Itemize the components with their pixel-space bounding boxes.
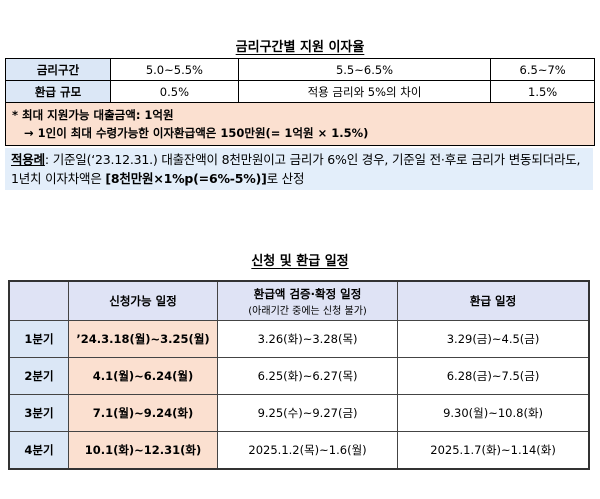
header-note: (아래기간 중에는 신청 불가) <box>248 305 367 317</box>
note-line: → 1인이 최대 수령가능한 이자환급액은 150만원(= 1억원 × 1.5%… <box>24 126 369 140</box>
cell: 10.1(화)~12.31(화) <box>68 431 218 470</box>
example-highlight: [8천만원×1%p(=6%-5%)] <box>105 171 267 186</box>
rate-table: 금리구간 5.0~5.5% 5.5~6.5% 6.5~7% 환급 규모 0.5% 적용 금리… <box>5 58 595 146</box>
row-label: 환급 규모 <box>5 80 111 103</box>
cell: 3.26(화)~3.28(목) <box>216 320 399 358</box>
header-row: 신청가능 일정 환급액 검증·확정 일정 (아래기간 중에는 신청 불가) 환급 일정 <box>8 280 590 321</box>
cell: 9.30(월)~10.8(화) <box>397 394 590 432</box>
cell: 1.5% <box>490 80 595 103</box>
cell: 2025.1.7(화)~1.14(화) <box>397 431 590 470</box>
example-box: 적용례: 기준일(‘23.12.31.) 대출잔액이 8천만원이고 금리가 6%… <box>5 148 593 190</box>
cell: 3.29(금)~4.5(금) <box>397 320 590 358</box>
cell: 6.25(화)~6.27(목) <box>216 357 399 395</box>
table-row: 2분기 4.1(월)~6.24(월) 6.25(화)~6.27(목) 6.28(금)~… <box>8 357 590 395</box>
row-label: 3분기 <box>8 394 69 432</box>
note-line: * 최대 지원가능 대출금액: 1억원 <box>12 108 174 122</box>
header-cell <box>8 280 69 321</box>
cell: 9.25(수)~9.27(금) <box>216 394 399 432</box>
row-label: 금리구간 <box>5 58 111 81</box>
schedule-table: 신청가능 일정 환급액 검증·확정 일정 (아래기간 중에는 신청 불가) 환급 일정… <box>8 280 590 470</box>
cell: 5.0~5.5% <box>110 58 239 81</box>
cell: 5.5~6.5% <box>237 58 492 81</box>
cell: 6.5~7% <box>490 58 595 81</box>
section-title: 금리구간별 지원 이자율 <box>235 40 365 55</box>
table-row: 환급 규모 0.5% 적용 금리와 5%의 차이 1.5% <box>5 80 595 103</box>
example-text: : 기준일(‘23.12.31.) 대출잔액이 8천만원이고 금리가 6%인 경… <box>11 152 581 186</box>
row-label: 2분기 <box>8 357 69 395</box>
example-tail: 로 산정 <box>266 171 305 186</box>
cell: 적용 금리와 5%의 차이 <box>237 80 492 103</box>
header-cell: 환급액 검증·확정 일정 (아래기간 중에는 신청 불가) <box>216 280 399 321</box>
row-label: 4분기 <box>8 431 69 470</box>
cell: 2025.1.2(목)~1.6(월) <box>216 431 399 470</box>
header-cell: 신청가능 일정 <box>68 280 218 321</box>
row-label: 1분기 <box>8 320 69 358</box>
cell: 4.1(월)~6.24(월) <box>68 357 218 395</box>
cell: ’24.3.18(월)~3.25(월) <box>68 320 218 358</box>
table-row: 3분기 7.1(월)~9.24(화) 9.25(수)~9.27(금) 9.30(월)~… <box>8 394 590 432</box>
cell: 0.5% <box>110 80 239 103</box>
section-title: 신청 및 환급 일정 <box>251 254 349 269</box>
table-row: * 최대 지원가능 대출금액: 1억원 → 1인이 최대 수령가능한 이자환급액은… <box>5 102 595 146</box>
example-label: 적용례 <box>11 152 45 167</box>
cell: 6.28(금)~7.5(금) <box>397 357 590 395</box>
table-row: 4분기 10.1(화)~12.31(화) 2025.1.2(목)~1.6(월) 202… <box>8 431 590 470</box>
note-cell: * 최대 지원가능 대출금액: 1억원 → 1인이 최대 수령가능한 이자환급액은… <box>5 102 595 146</box>
header-cell: 환급 일정 <box>397 280 590 321</box>
cell: 7.1(월)~9.24(화) <box>68 394 218 432</box>
table-row: 금리구간 5.0~5.5% 5.5~6.5% 6.5~7% <box>5 58 595 81</box>
table-row: 1분기 ’24.3.18(월)~3.25(월) 3.26(화)~3.28(목) 3.2… <box>8 320 590 358</box>
